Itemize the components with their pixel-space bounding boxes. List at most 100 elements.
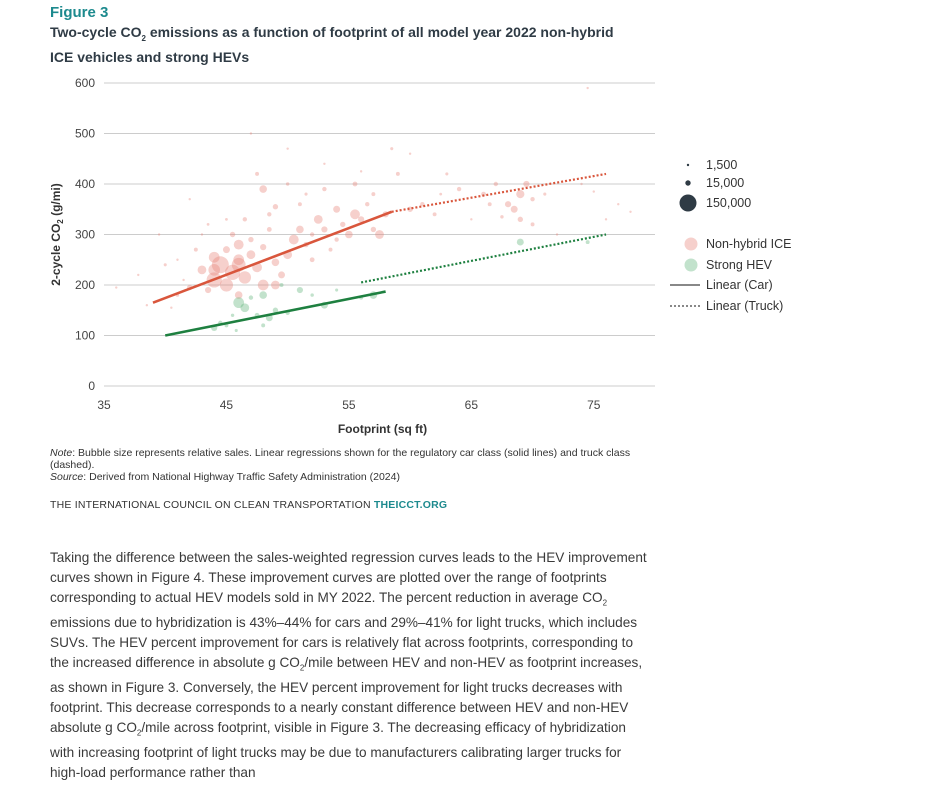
ice-point (530, 196, 535, 202)
ice-point (255, 171, 260, 176)
ice-point (523, 180, 530, 188)
ice-point (157, 233, 161, 236)
figure-label: Figure 3 (50, 4, 109, 21)
ice-point (390, 147, 394, 151)
ice-point (445, 172, 449, 176)
ice-point (288, 234, 299, 245)
hev-point (230, 313, 235, 317)
ice-point (375, 230, 384, 239)
ice-point (323, 162, 326, 166)
ice-point (371, 192, 376, 197)
ice-point (432, 212, 437, 217)
hev-point (240, 303, 250, 313)
ice-point (328, 247, 333, 252)
x-tick-label: 35 (97, 398, 111, 412)
ice-point (296, 225, 304, 234)
ice-point (272, 204, 279, 210)
ice-point (321, 226, 328, 233)
ice-point (248, 236, 254, 243)
ice-point (604, 218, 608, 221)
y-tick-label: 100 (75, 329, 95, 343)
body-paragraph: Taking the difference between the sales-… (50, 550, 647, 781)
ice-point (543, 192, 547, 196)
hev-point (233, 297, 245, 309)
legend-line-label: Linear (Car) (706, 278, 773, 292)
ice-point (267, 212, 272, 217)
legend-size-label: 15,000 (706, 176, 744, 190)
ice-point (211, 256, 229, 274)
hev-point (296, 286, 304, 294)
credit-line: THE INTERNATIONAL COUNCIL ON CLEAN TRANS… (50, 499, 448, 511)
ice-point (345, 230, 353, 239)
x-tick-label: 75 (587, 398, 601, 412)
y-tick-label: 300 (75, 228, 95, 242)
ice-point (208, 251, 220, 263)
ice-point (271, 258, 280, 267)
ice-point (246, 250, 256, 260)
legend-series-marker (684, 237, 698, 251)
ice-point (617, 203, 620, 206)
regression-line-hev-car (164, 290, 386, 337)
ice-point (592, 190, 595, 193)
ice-point (365, 202, 370, 207)
ice-point (208, 264, 221, 276)
ice-point (580, 182, 583, 186)
y-tick-label: 400 (75, 177, 95, 191)
ice-point (233, 239, 244, 250)
ice-point (271, 280, 280, 290)
x-tick-label: 45 (220, 398, 234, 412)
x-axis-label: Footprint (sq ft) (338, 422, 427, 436)
ice-point (358, 216, 365, 223)
ice-point (238, 271, 252, 284)
ice-point (145, 304, 149, 307)
ice-point (259, 185, 267, 193)
y-tick-label: 200 (75, 278, 95, 292)
hev-point (585, 240, 590, 245)
figure-title: Two-cycle CO2 emissions as a function of… (50, 24, 614, 65)
y-tick-label: 0 (88, 379, 95, 393)
hev-point (279, 283, 284, 287)
ice-point (297, 202, 302, 207)
ice-point (629, 210, 632, 213)
hev-point (272, 307, 279, 313)
ice-point (517, 216, 523, 223)
hev-point (259, 291, 267, 299)
ice-point (260, 244, 267, 251)
ice-point (516, 189, 525, 199)
figure-notes: Note: Bubble size represents relative sa… (50, 447, 650, 483)
hev-point (234, 328, 238, 333)
hev-point (310, 293, 314, 297)
ice-point (313, 214, 323, 224)
ice-point (493, 181, 499, 187)
ice-point (278, 271, 286, 279)
note-line: Note: Bubble size represents relative sa… (50, 447, 631, 471)
ice-point (333, 205, 341, 213)
ice-point (334, 237, 339, 242)
regression-line-ice-car (152, 210, 393, 304)
ice-point (340, 221, 346, 228)
ice-point (193, 247, 198, 252)
credit-url[interactable]: THEICCT.ORG (373, 499, 448, 511)
ice-point (322, 186, 327, 192)
ice-point (309, 257, 315, 263)
source-line: Source: Derived from National Highway Tr… (50, 471, 400, 483)
ice-point (234, 291, 243, 299)
ice-point (176, 258, 179, 261)
hev-point (248, 295, 254, 300)
y-tick-label: 600 (75, 76, 95, 90)
ice-point (352, 181, 358, 187)
ice-point (222, 246, 230, 254)
ice-point (163, 263, 167, 267)
ice-point (206, 223, 210, 226)
regression-line-ice-truck (391, 172, 607, 213)
ice-point (233, 254, 245, 266)
ice-point (200, 233, 204, 236)
legend-line-label: Linear (Truck) (706, 299, 783, 313)
ice-point (555, 233, 559, 236)
legend-series-marker (684, 258, 698, 272)
ice-point (249, 132, 253, 135)
ice-point (286, 147, 289, 150)
legend-size-marker (686, 163, 690, 167)
ice-point (188, 197, 191, 201)
ice-point (219, 278, 234, 292)
